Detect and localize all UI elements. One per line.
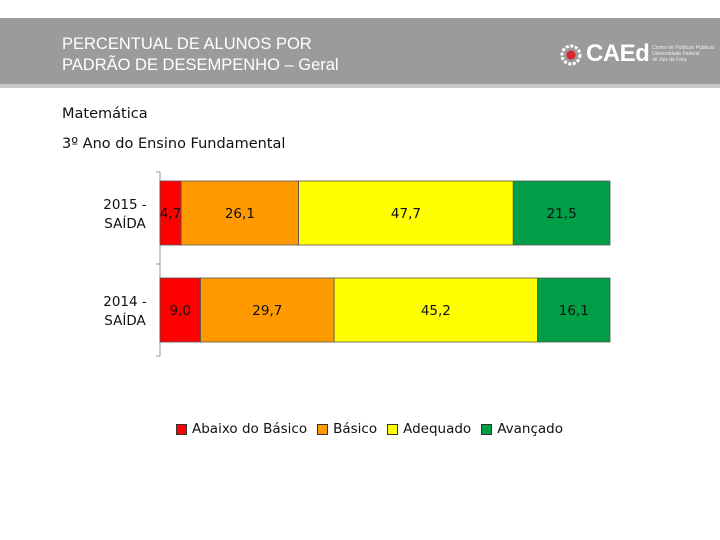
chart-legend: Abaixo do Básico Básico Adequado Avançado bbox=[176, 421, 573, 437]
category-label-line: SAÍDA bbox=[104, 312, 146, 329]
legend-item-abaixo-do-basico: Abaixo do Básico bbox=[176, 421, 307, 437]
title-line-2: PADRÃO DE DESEMPENHO – Geral bbox=[62, 56, 339, 74]
grade-label: 3º Ano do Ensino Fundamental bbox=[62, 136, 286, 152]
category-label-line: SAÍDA bbox=[104, 215, 146, 232]
bar-basico-1 bbox=[180, 180, 299, 246]
category-label-2: 2014 - SAÍDA bbox=[103, 294, 147, 329]
legend-swatch bbox=[317, 423, 329, 435]
caed-logo: CAEd Centro de Políticas Públicas Univer… bbox=[560, 40, 715, 72]
category-label-line: 2015 - bbox=[103, 197, 147, 213]
legend-swatch bbox=[176, 423, 187, 435]
legend-label: Abaixo do Básico bbox=[192, 421, 308, 437]
bar-avancado-1 bbox=[512, 180, 611, 246]
data-label-basico-1: 26,1 bbox=[225, 206, 255, 222]
subject-label: Matemática bbox=[62, 106, 148, 122]
data-label-abaixo-do-basico-2: 9,0 bbox=[170, 303, 191, 319]
logo-sub-line-1: Centro de Políticas Públicas bbox=[652, 45, 715, 51]
legend-label: Básico bbox=[333, 421, 378, 437]
header-bar: PERCENTUAL DE ALUNOS POR PADRÃO DE DESEM… bbox=[0, 18, 720, 88]
data-label-adequado-2: 45,2 bbox=[421, 303, 451, 319]
data-label-avancado-1: 21,5 bbox=[547, 206, 577, 222]
bar-adequado-2 bbox=[333, 277, 538, 343]
category-label-line: 2014 - bbox=[103, 294, 147, 310]
logo-subtitle: Centro de Políticas Públicas Universidad… bbox=[652, 45, 715, 63]
legend-item-adequado: Adequado bbox=[387, 421, 471, 437]
legend-swatch bbox=[387, 423, 399, 435]
data-label-abaixo-do-basico-1: 4,7 bbox=[160, 206, 181, 222]
bar-avancado-2 bbox=[537, 277, 611, 343]
category-label-1: 2015 - SAÍDA bbox=[103, 197, 147, 232]
legend-swatch bbox=[481, 423, 493, 435]
logo-sub-line-3: de Juiz de Fora bbox=[652, 57, 687, 63]
legend-item-basico: Básico bbox=[317, 421, 377, 437]
legend-label: Adequado bbox=[403, 421, 472, 437]
page-title: PERCENTUAL DE ALUNOS POR PADRÃO DE DESEM… bbox=[62, 34, 382, 76]
bar-adequado-1 bbox=[298, 180, 514, 246]
data-label-basico-2: 29,7 bbox=[252, 303, 282, 319]
data-label-avancado-2: 16,1 bbox=[559, 303, 589, 319]
data-label-adequado-1: 47,7 bbox=[391, 206, 421, 222]
bar-abaixo-do-basico-2 bbox=[159, 277, 201, 343]
caed-logo-icon bbox=[560, 44, 582, 66]
legend-item-avancado: Avançado bbox=[481, 421, 563, 437]
logo-text: CAEd bbox=[586, 40, 650, 67]
title-line-1: PERCENTUAL DE ALUNOS POR bbox=[62, 35, 312, 53]
legend-label: Avançado bbox=[497, 421, 563, 437]
logo-sub-line-2: Universidade Federal bbox=[652, 51, 700, 57]
